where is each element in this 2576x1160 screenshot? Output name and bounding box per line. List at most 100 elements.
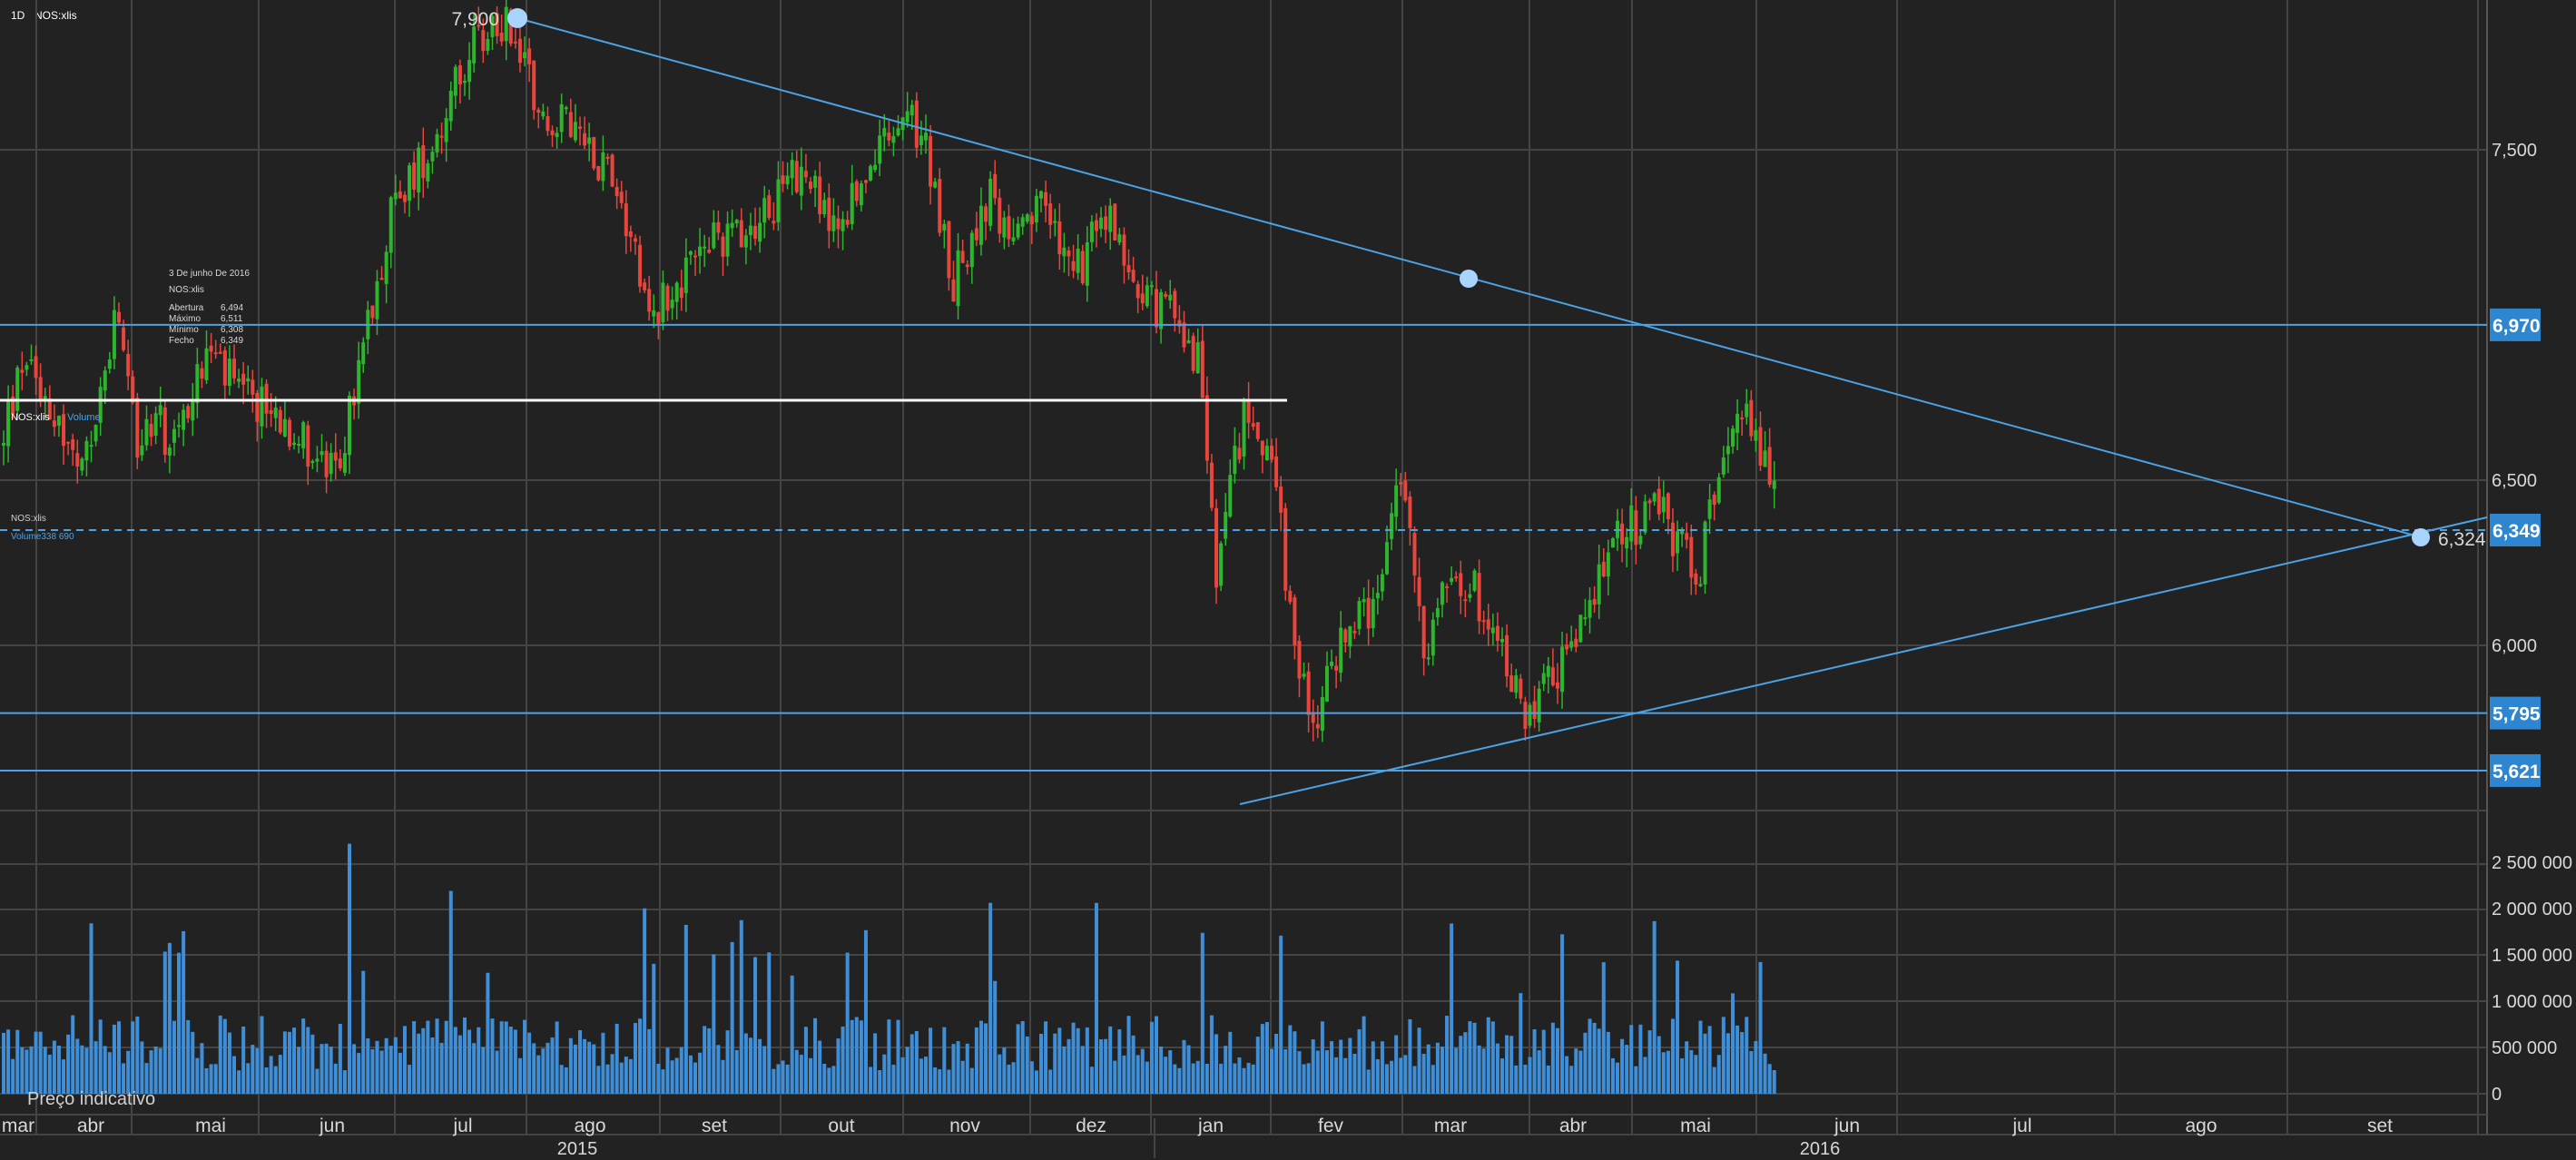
volume-bar (1297, 1051, 1302, 1094)
volume-bar (122, 1063, 126, 1094)
candle (1104, 205, 1108, 243)
volume-bar (929, 1027, 933, 1094)
candle (315, 446, 320, 473)
volume-bar (1435, 1042, 1440, 1094)
candle-body (859, 183, 863, 206)
candle-body (743, 235, 748, 248)
lower-legend-symbol[interactable]: NOS:xlis (11, 514, 46, 524)
candle-body (1348, 625, 1352, 647)
volume-bar (463, 1017, 467, 1094)
volume-bar (1588, 1018, 1592, 1094)
candle-body (80, 458, 84, 471)
volume-tick-label: 2 500 000 (2492, 853, 2572, 873)
candle (158, 387, 162, 428)
candle-body (20, 369, 25, 373)
candle-body (315, 458, 320, 462)
candle-body (1426, 657, 1431, 660)
candle (1565, 633, 1569, 655)
candle (75, 439, 80, 484)
candle-body (421, 144, 426, 179)
candle (278, 406, 282, 435)
price-legend-symbol[interactable]: NOS:xlis (11, 412, 50, 423)
volume-bar (34, 1031, 38, 1094)
candle-body (481, 30, 486, 52)
volume-bar (809, 1057, 812, 1094)
price-legend-volume[interactable]: Volume (67, 412, 101, 423)
volume-bar (1472, 1022, 1477, 1094)
candle-body (1048, 203, 1053, 225)
candle-body (1339, 627, 1343, 673)
volume-bar (430, 1037, 435, 1094)
candle-body (555, 133, 559, 138)
candle (1440, 580, 1444, 618)
volume-bar (1195, 1060, 1200, 1094)
candle-body (716, 221, 721, 233)
candle-body (929, 135, 933, 187)
candle (1044, 181, 1048, 222)
candle (1155, 270, 1158, 334)
candle-body (1362, 599, 1366, 603)
candle-body (1712, 494, 1716, 506)
volume-bar (107, 1052, 112, 1094)
candle (89, 430, 93, 463)
volume-bar (564, 1067, 568, 1094)
candle (34, 345, 38, 395)
candle (1339, 611, 1343, 683)
candle-body (1477, 573, 1481, 622)
volume-bar (1763, 1053, 1767, 1094)
candle-body (1588, 600, 1592, 618)
candle-body (1094, 220, 1098, 231)
volume-bar (841, 1026, 845, 1094)
candle-body (1546, 665, 1550, 677)
volume-bar (310, 1034, 315, 1094)
candle (1735, 398, 1740, 451)
volume-bar (1131, 1035, 1136, 1094)
candle-body (444, 118, 448, 143)
symbol-label[interactable]: NOS:xlis (34, 9, 77, 22)
candle (1597, 545, 1601, 619)
candle (490, 14, 495, 50)
candle-body (1468, 594, 1472, 598)
candle-body (297, 443, 301, 446)
candle (873, 149, 878, 172)
candle (66, 441, 71, 456)
candle (905, 92, 909, 128)
candle-body (974, 228, 978, 241)
volume-bar (1749, 1051, 1754, 1094)
candle-body (260, 386, 264, 427)
candle (1306, 662, 1311, 733)
volume-bar (725, 1030, 730, 1094)
candle-body (306, 425, 310, 467)
candle-body (1528, 704, 1532, 726)
volume-bar (1330, 1041, 1334, 1094)
candle (47, 385, 52, 420)
candle-body (191, 399, 195, 421)
candle (1297, 634, 1302, 698)
lower-legend-volume[interactable]: Volume338 690 (11, 532, 74, 542)
candle (1454, 571, 1459, 582)
candle-body (1523, 702, 1528, 730)
volume-bar (633, 1023, 637, 1094)
candle (1209, 454, 1214, 512)
candle (408, 162, 412, 217)
volume-bar (1610, 1057, 1615, 1094)
volume-bar (1283, 1049, 1288, 1094)
candle-body (264, 383, 269, 414)
candle-body (513, 41, 517, 44)
candle-body (1283, 507, 1288, 591)
candle (15, 365, 20, 420)
candle-body (1200, 340, 1204, 398)
candle (269, 393, 273, 428)
candle (112, 296, 116, 369)
candle (1560, 631, 1565, 709)
volume-bar (610, 1054, 615, 1094)
timeframe-label[interactable]: 1D (11, 9, 25, 22)
volume-bar (1182, 1039, 1186, 1094)
volume-bar (182, 930, 186, 1094)
candle-body (1740, 417, 1745, 419)
candle (1394, 468, 1399, 531)
candle-body (162, 407, 167, 455)
candle (665, 283, 670, 321)
candle-body (218, 351, 222, 354)
